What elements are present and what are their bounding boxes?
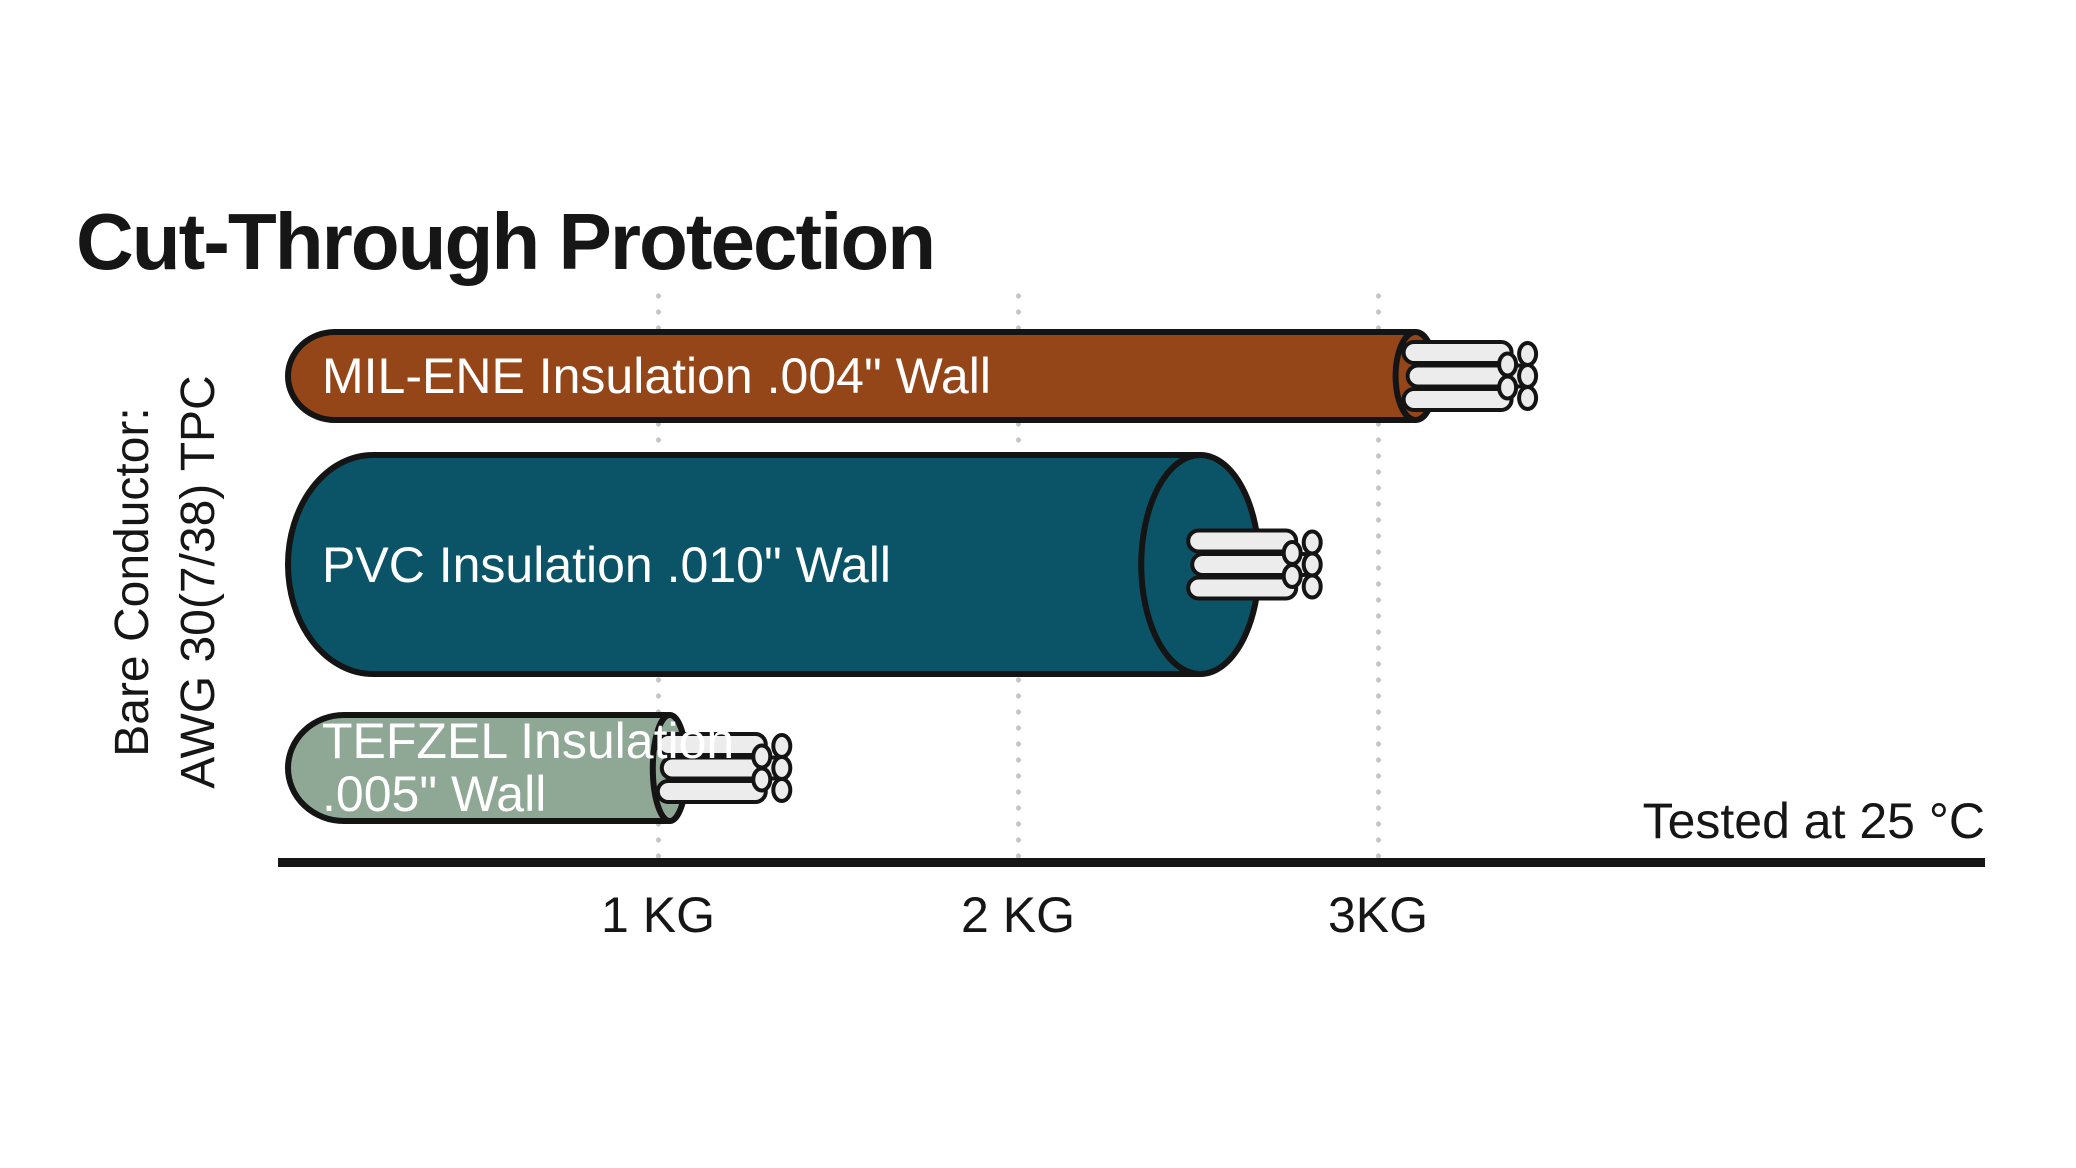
bar-label-pvc-text: PVC Insulation .010" Wall	[322, 536, 891, 593]
cable-0	[285, 329, 1539, 423]
conductor-strands-1	[1186, 528, 1323, 601]
gridline-3kg	[1375, 290, 1381, 858]
cable-1	[285, 452, 1323, 677]
bar-label-mil-ene-text: MIL-ENE Insulation .004" Wall	[322, 348, 991, 404]
tested-note: Tested at 25 °C	[1642, 793, 1985, 849]
bar-label-tefzel: TEFZEL Insulation .005" Wall	[322, 712, 734, 824]
cable-2	[285, 712, 793, 824]
x-tick-1kg: 1 KG	[601, 887, 715, 943]
conductor-strands-2	[655, 732, 793, 804]
x-tick-3kg: 3KG	[1327, 887, 1429, 943]
conductor-strands-0	[1401, 340, 1539, 412]
bar-label-tefzel-line1: TEFZEL Insulation	[322, 713, 735, 769]
bar-label-tefzel-line2: .005" Wall	[322, 766, 547, 822]
bar-label-pvc: PVC Insulation .010" Wall	[322, 452, 891, 677]
bar-label-mil-ene: MIL-ENE Insulation .004" Wall	[322, 329, 991, 423]
x-tick-2kg: 2 KG	[961, 887, 1075, 943]
page-title: Cut-Through Protection	[76, 197, 936, 286]
x-axis-line	[278, 858, 1985, 867]
